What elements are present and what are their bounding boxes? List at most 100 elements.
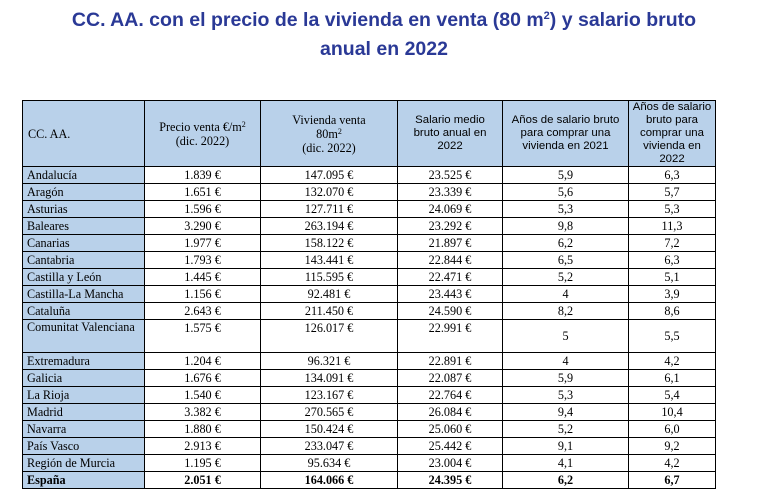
cell-anos-2022: 11,3 (628, 217, 716, 235)
cell-precio: 1.977 € (144, 234, 261, 252)
cell-salario: 23.443 € (397, 285, 503, 303)
cell-anos-2022: 10,4 (628, 403, 716, 421)
cell-precio: 2.913 € (144, 437, 261, 455)
table-row: Canarias 1.977 €158.122 €21.897 €6,2 7,2 (22, 234, 716, 252)
cell-salario: 25.442 € (397, 437, 503, 455)
cell-ccaa: Región de Murcia (22, 454, 145, 472)
cell-anos-2021: 4 (502, 352, 629, 370)
header-anos-2021: Años de salario bruto para comprar una v… (502, 100, 629, 167)
cell-anos-2022: 5,3 (628, 200, 716, 218)
cell-ccaa: Comunitat Valenciana (22, 319, 145, 353)
cell-precio: 1.651 € (144, 183, 261, 201)
table-row: Asturias 1.596 €127.711 €24.069 €5,3 5,3 (22, 200, 716, 218)
cell-ccaa: Cataluña (22, 302, 145, 320)
cell-salario: 25.060 € (397, 420, 503, 438)
cell-anos-2022: 7,2 (628, 234, 716, 252)
cell-salario: 22.891 € (397, 352, 503, 370)
cell-salario: 26.084 € (397, 403, 503, 421)
cell-ccaa: Canarias (22, 234, 145, 252)
cell-salario: 24.395 € (397, 471, 503, 489)
cell-precio: 1.596 € (144, 200, 261, 218)
cell-vivienda: 123.167 € (260, 386, 398, 404)
cell-salario: 22.991 € (397, 319, 503, 353)
cell-ccaa: Extremadura (22, 352, 145, 370)
cell-anos-2021: 6,2 (502, 234, 629, 252)
table-row: Baleares 3.290 €263.194 €23.292 €9,8 11,3 (22, 217, 716, 235)
cell-salario: 24.590 € (397, 302, 503, 320)
cell-anos-2022: 5,1 (628, 268, 716, 286)
cell-precio: 2.643 € (144, 302, 261, 320)
cell-anos-2021: 5,3 (502, 200, 629, 218)
header-ccaa: CC. AA. (22, 100, 145, 167)
cell-anos-2022: 4,2 (628, 352, 716, 370)
header-vivienda-80m2: Vivienda venta 80m2 (dic. 2022) (260, 100, 398, 167)
page-title: CC. AA. con el precio de la vivienda en … (0, 6, 768, 64)
cell-vivienda: 134.091 € (260, 369, 398, 387)
title-line-2: anual en 2022 (320, 38, 448, 60)
cell-precio: 1.676 € (144, 369, 261, 387)
cell-salario: 22.844 € (397, 251, 503, 269)
cell-salario: 23.525 € (397, 166, 503, 184)
cell-ccaa: Cantabria (22, 251, 145, 269)
table-row: España 2.051 €164.066 €24.395 €6,2 6,7 (22, 471, 716, 489)
cell-precio: 1.195 € (144, 454, 261, 472)
cell-anos-2022: 5,5 (628, 319, 716, 353)
cell-ccaa: Aragón (22, 183, 145, 201)
cell-anos-2022: 6,0 (628, 420, 716, 438)
table-row: País Vasco 2.913 €233.047 €25.442 €9,1 9,2 (22, 437, 716, 455)
cell-precio: 1.445 € (144, 268, 261, 286)
cell-vivienda: 132.070 € (260, 183, 398, 201)
cell-vivienda: 270.565 € (260, 403, 398, 421)
cell-vivienda: 115.595 € (260, 268, 398, 286)
cell-precio: 2.051 € (144, 471, 261, 489)
cell-vivienda: 147.095 € (260, 166, 398, 184)
cell-precio: 1.793 € (144, 251, 261, 269)
table-row: Cantabria 1.793 €143.441 €22.844 €6,5 6,3 (22, 251, 716, 269)
cell-vivienda: 95.634 € (260, 454, 398, 472)
cell-ccaa: Castilla-La Mancha (22, 285, 145, 303)
cell-precio: 1.204 € (144, 352, 261, 370)
table-row: Extremadura 1.204 €96.321 €22.891 €4 4,2 (22, 352, 716, 370)
cell-anos-2021: 4,1 (502, 454, 629, 472)
cell-anos-2021: 5 (502, 319, 629, 353)
table-row: Región de Murcia 1.195 €95.634 €23.004 €4… (22, 454, 716, 472)
cell-salario: 23.339 € (397, 183, 503, 201)
cell-precio: 3.382 € (144, 403, 261, 421)
cell-vivienda: 92.481 € (260, 285, 398, 303)
cell-ccaa: Castilla y León (22, 268, 145, 286)
table-row: Galicia 1.676 €134.091 €22.087 €5,9 6,1 (22, 369, 716, 387)
cell-anos-2022: 3,9 (628, 285, 716, 303)
cell-anos-2022: 5,4 (628, 386, 716, 404)
cell-vivienda: 150.424 € (260, 420, 398, 438)
cell-vivienda: 164.066 € (260, 471, 398, 489)
cell-salario: 24.069 € (397, 200, 503, 218)
cell-anos-2022: 6,7 (628, 471, 716, 489)
cell-anos-2022: 6,1 (628, 369, 716, 387)
cell-ccaa: La Rioja (22, 386, 145, 404)
cell-anos-2021: 9,4 (502, 403, 629, 421)
table-row: Castilla-La Mancha 1.156 €92.481 €23.443 … (22, 285, 716, 303)
table-row: Madrid 3.382 €270.565 €26.084 €9,4 10,4 (22, 403, 716, 421)
cell-vivienda: 233.047 € (260, 437, 398, 455)
cell-salario: 22.471 € (397, 268, 503, 286)
cell-salario: 22.087 € (397, 369, 503, 387)
cell-anos-2021: 5,9 (502, 166, 629, 184)
header-salario: Salario medio bruto anual en 2022 (397, 100, 503, 167)
cell-anos-2022: 4,2 (628, 454, 716, 472)
table-row: Aragón 1.651 €132.070 €23.339 €5,6 5,7 (22, 183, 716, 201)
table-row: Andalucía 1.839 €147.095 €23.525 €5,9 6,3 (22, 166, 716, 184)
cell-salario: 21.897 € (397, 234, 503, 252)
cell-precio: 1.156 € (144, 285, 261, 303)
cell-anos-2022: 6,3 (628, 166, 716, 184)
cell-anos-2022: 5,7 (628, 183, 716, 201)
cell-anos-2022: 8,6 (628, 302, 716, 320)
cell-precio: 1.839 € (144, 166, 261, 184)
table-header-row: CC. AA. Precio venta €/m2 (dic. 2022) Vi… (22, 100, 716, 167)
cell-precio: 3.290 € (144, 217, 261, 235)
cell-anos-2022: 6,3 (628, 251, 716, 269)
cell-anos-2021: 4 (502, 285, 629, 303)
cell-anos-2022: 9,2 (628, 437, 716, 455)
cell-vivienda: 143.441 € (260, 251, 398, 269)
cell-vivienda: 211.450 € (260, 302, 398, 320)
cell-precio: 1.540 € (144, 386, 261, 404)
